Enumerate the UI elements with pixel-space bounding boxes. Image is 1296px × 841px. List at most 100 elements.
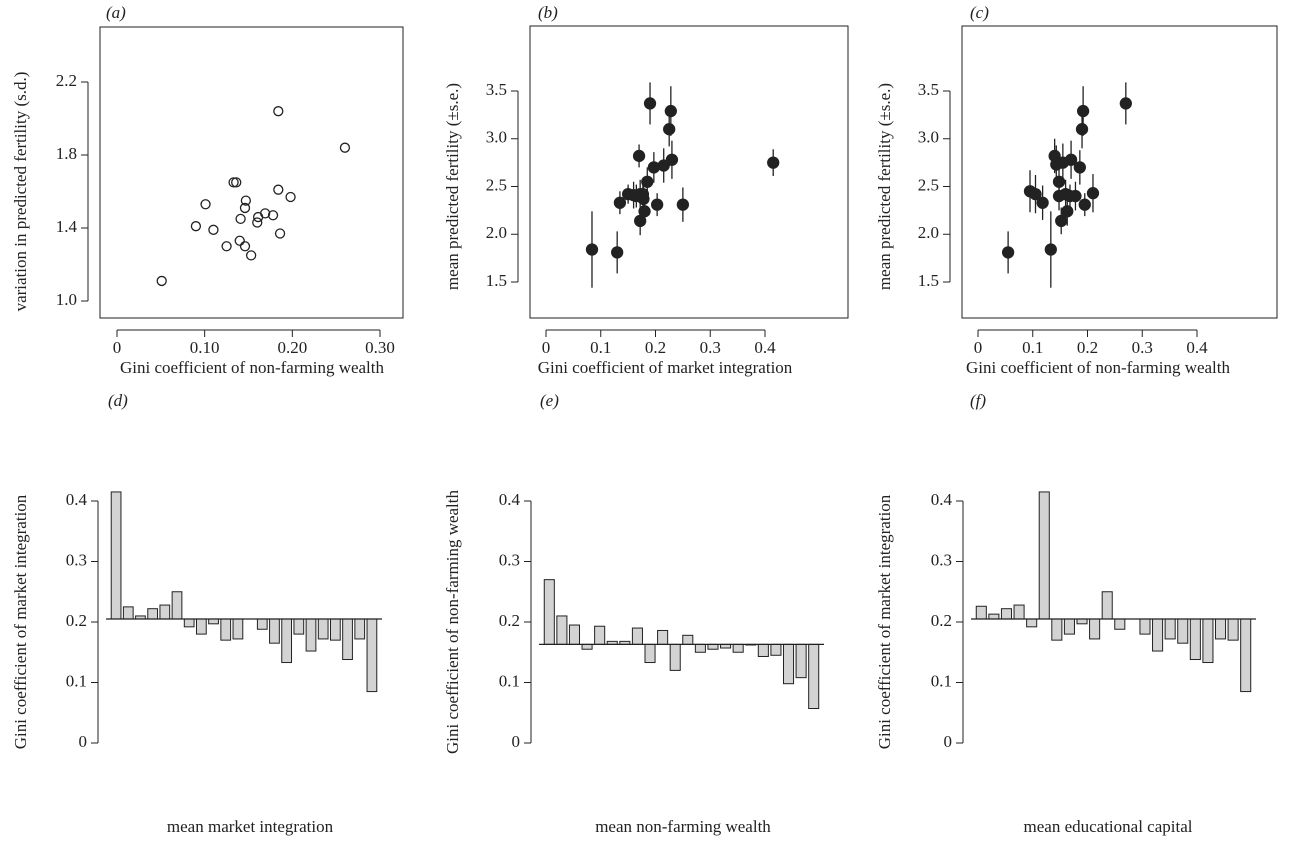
point [285, 191, 296, 203]
x-tick-label: 0.2 [645, 338, 666, 357]
point [650, 198, 664, 211]
point [1036, 196, 1049, 209]
bar [1000, 608, 1013, 620]
y-tick-label: 1.5 [486, 271, 507, 290]
point [664, 104, 677, 118]
point [665, 153, 679, 166]
bar [1101, 591, 1113, 620]
bar [159, 604, 171, 620]
x-tick-label: 0.1 [590, 338, 611, 357]
panel-label: (e) [540, 391, 559, 410]
bar [147, 608, 159, 620]
bar [329, 618, 341, 641]
x-axis-label: mean educational capital [1024, 817, 1193, 836]
bar [317, 618, 329, 640]
point [1078, 198, 1091, 211]
bar [1240, 618, 1252, 693]
bar [1114, 618, 1126, 630]
point [156, 275, 167, 287]
point [234, 235, 245, 246]
bar [581, 643, 593, 650]
y-tick-label: 2.5 [918, 175, 939, 194]
point [200, 199, 211, 210]
point [1075, 123, 1089, 136]
point [190, 221, 202, 232]
bar [707, 643, 719, 650]
bar [682, 634, 694, 645]
point [657, 159, 670, 172]
y-tick-label: 0.3 [499, 550, 520, 569]
x-tick-label: 0.1 [1022, 338, 1043, 357]
x-tick-label: 0.3 [1132, 338, 1153, 357]
bar [305, 618, 317, 652]
bar [1063, 618, 1075, 635]
point [1086, 187, 1100, 200]
bar [644, 643, 656, 664]
x-tick-label: 0.20 [277, 338, 307, 357]
bar [110, 491, 122, 620]
point [221, 241, 232, 252]
point [643, 97, 657, 110]
point [767, 156, 780, 169]
point [1001, 246, 1015, 259]
point [1069, 189, 1082, 203]
point [1029, 187, 1042, 201]
bar [1202, 618, 1214, 664]
bar [269, 618, 280, 644]
y-axis-label: mean predicted fertility (±s.e.) [875, 83, 894, 290]
point [1064, 153, 1078, 166]
y-tick-label: 0.4 [66, 490, 88, 509]
bar [208, 618, 219, 625]
point [638, 205, 651, 218]
point [1076, 104, 1090, 118]
panel-label: (c) [970, 3, 989, 22]
y-axis-label: Gini coefficient of market integration [875, 494, 894, 749]
panel-label: (f) [970, 391, 986, 410]
bar [1076, 618, 1088, 625]
x-axis-label: mean non-farming wealth [595, 817, 771, 836]
bar [594, 625, 606, 645]
x-tick-label: 0.30 [365, 338, 395, 357]
x-axis-label: Gini coefficient of non-farming wealth [120, 358, 385, 377]
bar [669, 643, 681, 671]
point [632, 149, 646, 163]
y-tick-label: 0.1 [66, 671, 87, 690]
point [267, 210, 279, 221]
y-tick-label: 2.0 [486, 223, 507, 242]
x-axis-label: Gini coefficient of non-farming wealth [966, 358, 1231, 377]
bar [556, 615, 568, 645]
point [641, 175, 654, 188]
bar [171, 591, 183, 620]
point [611, 246, 624, 259]
y-tick-label: 0.4 [931, 490, 953, 509]
bar [770, 643, 782, 656]
point [1044, 243, 1057, 256]
bar [366, 618, 378, 693]
y-tick-label: 0.1 [931, 671, 952, 690]
y-tick-label: 2.5 [486, 175, 507, 194]
bar [1013, 604, 1025, 620]
bar [1051, 618, 1063, 641]
point [240, 195, 252, 206]
bar [657, 629, 669, 645]
bar [808, 643, 820, 710]
y-tick-label: 0.3 [931, 550, 952, 569]
bar [975, 605, 987, 620]
point [1061, 205, 1074, 218]
y-tick-label: 1.8 [56, 144, 77, 163]
point [274, 228, 286, 239]
point [273, 184, 284, 195]
bar [694, 643, 706, 653]
y-tick-label: 3.0 [918, 128, 939, 147]
y-tick-label: 0 [79, 732, 88, 751]
y-tick-label: 1.4 [56, 217, 78, 236]
x-tick-label: 0.3 [700, 338, 721, 357]
point [636, 187, 650, 201]
bar [1089, 618, 1101, 640]
bar [195, 618, 207, 635]
bar [1139, 618, 1151, 635]
y-tick-label: 0.3 [66, 550, 87, 569]
plot-frame [961, 25, 1278, 319]
y-tick-label: 3.0 [486, 128, 507, 147]
